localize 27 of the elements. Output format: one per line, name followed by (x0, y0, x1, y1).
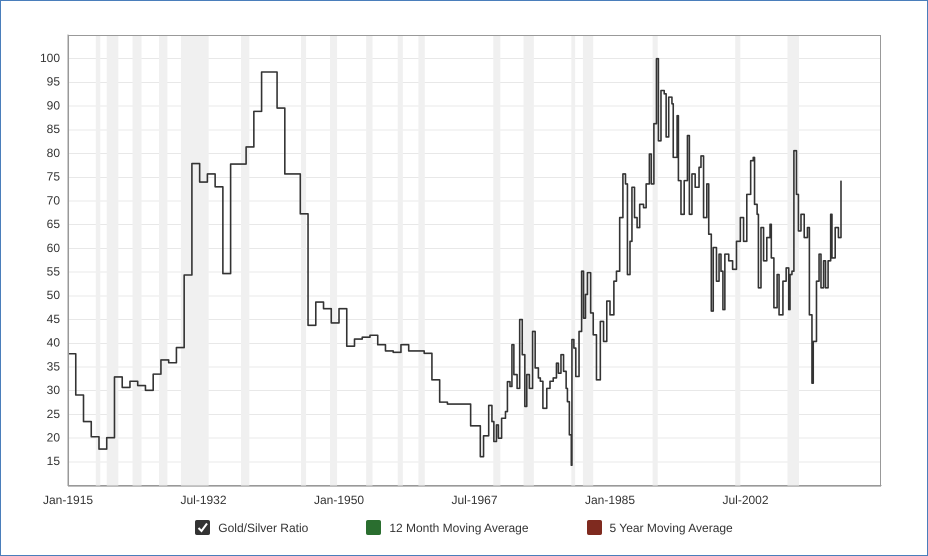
y-tick-label: 85 (46, 122, 60, 136)
y-tick-label: 30 (46, 383, 60, 398)
y-tick-label: 90 (46, 98, 60, 112)
x-tick-label: Jan-1915 (43, 493, 94, 508)
x-tick-label: Jul-2002 (722, 493, 769, 508)
legend-label: Gold/Silver Ratio (218, 520, 308, 534)
y-tick-label: 50 (46, 288, 60, 302)
y-tick-label: 55 (46, 264, 60, 278)
y-tick-label: 25 (46, 406, 60, 421)
y-tick-label: 20 (46, 430, 60, 444)
y-tick-label: 100 (40, 51, 60, 66)
y-tick-label: 15 (46, 454, 60, 468)
y-tick-label: 75 (46, 170, 60, 184)
x-tick-label: Jul-1967 (451, 493, 498, 508)
y-tick-label: 65 (46, 217, 60, 232)
x-tick-label: Jan-1985 (584, 493, 636, 508)
y-tick-label: 95 (46, 74, 60, 89)
y-tick-label: 80 (46, 146, 60, 160)
y-tick-label: 40 (46, 336, 60, 350)
y-tick-label: 60 (46, 240, 60, 255)
x-tick-label: Jul-1932 (180, 493, 227, 508)
legend-label: 12 Month Moving Average (389, 520, 529, 534)
x-tick-label: Jan-1950 (314, 493, 364, 508)
y-tick-label: 45 (46, 312, 60, 326)
legend-label: 5 Year Moving Average (610, 520, 733, 534)
y-tick-label: 70 (46, 193, 60, 208)
y-tick-label: 35 (46, 359, 60, 374)
